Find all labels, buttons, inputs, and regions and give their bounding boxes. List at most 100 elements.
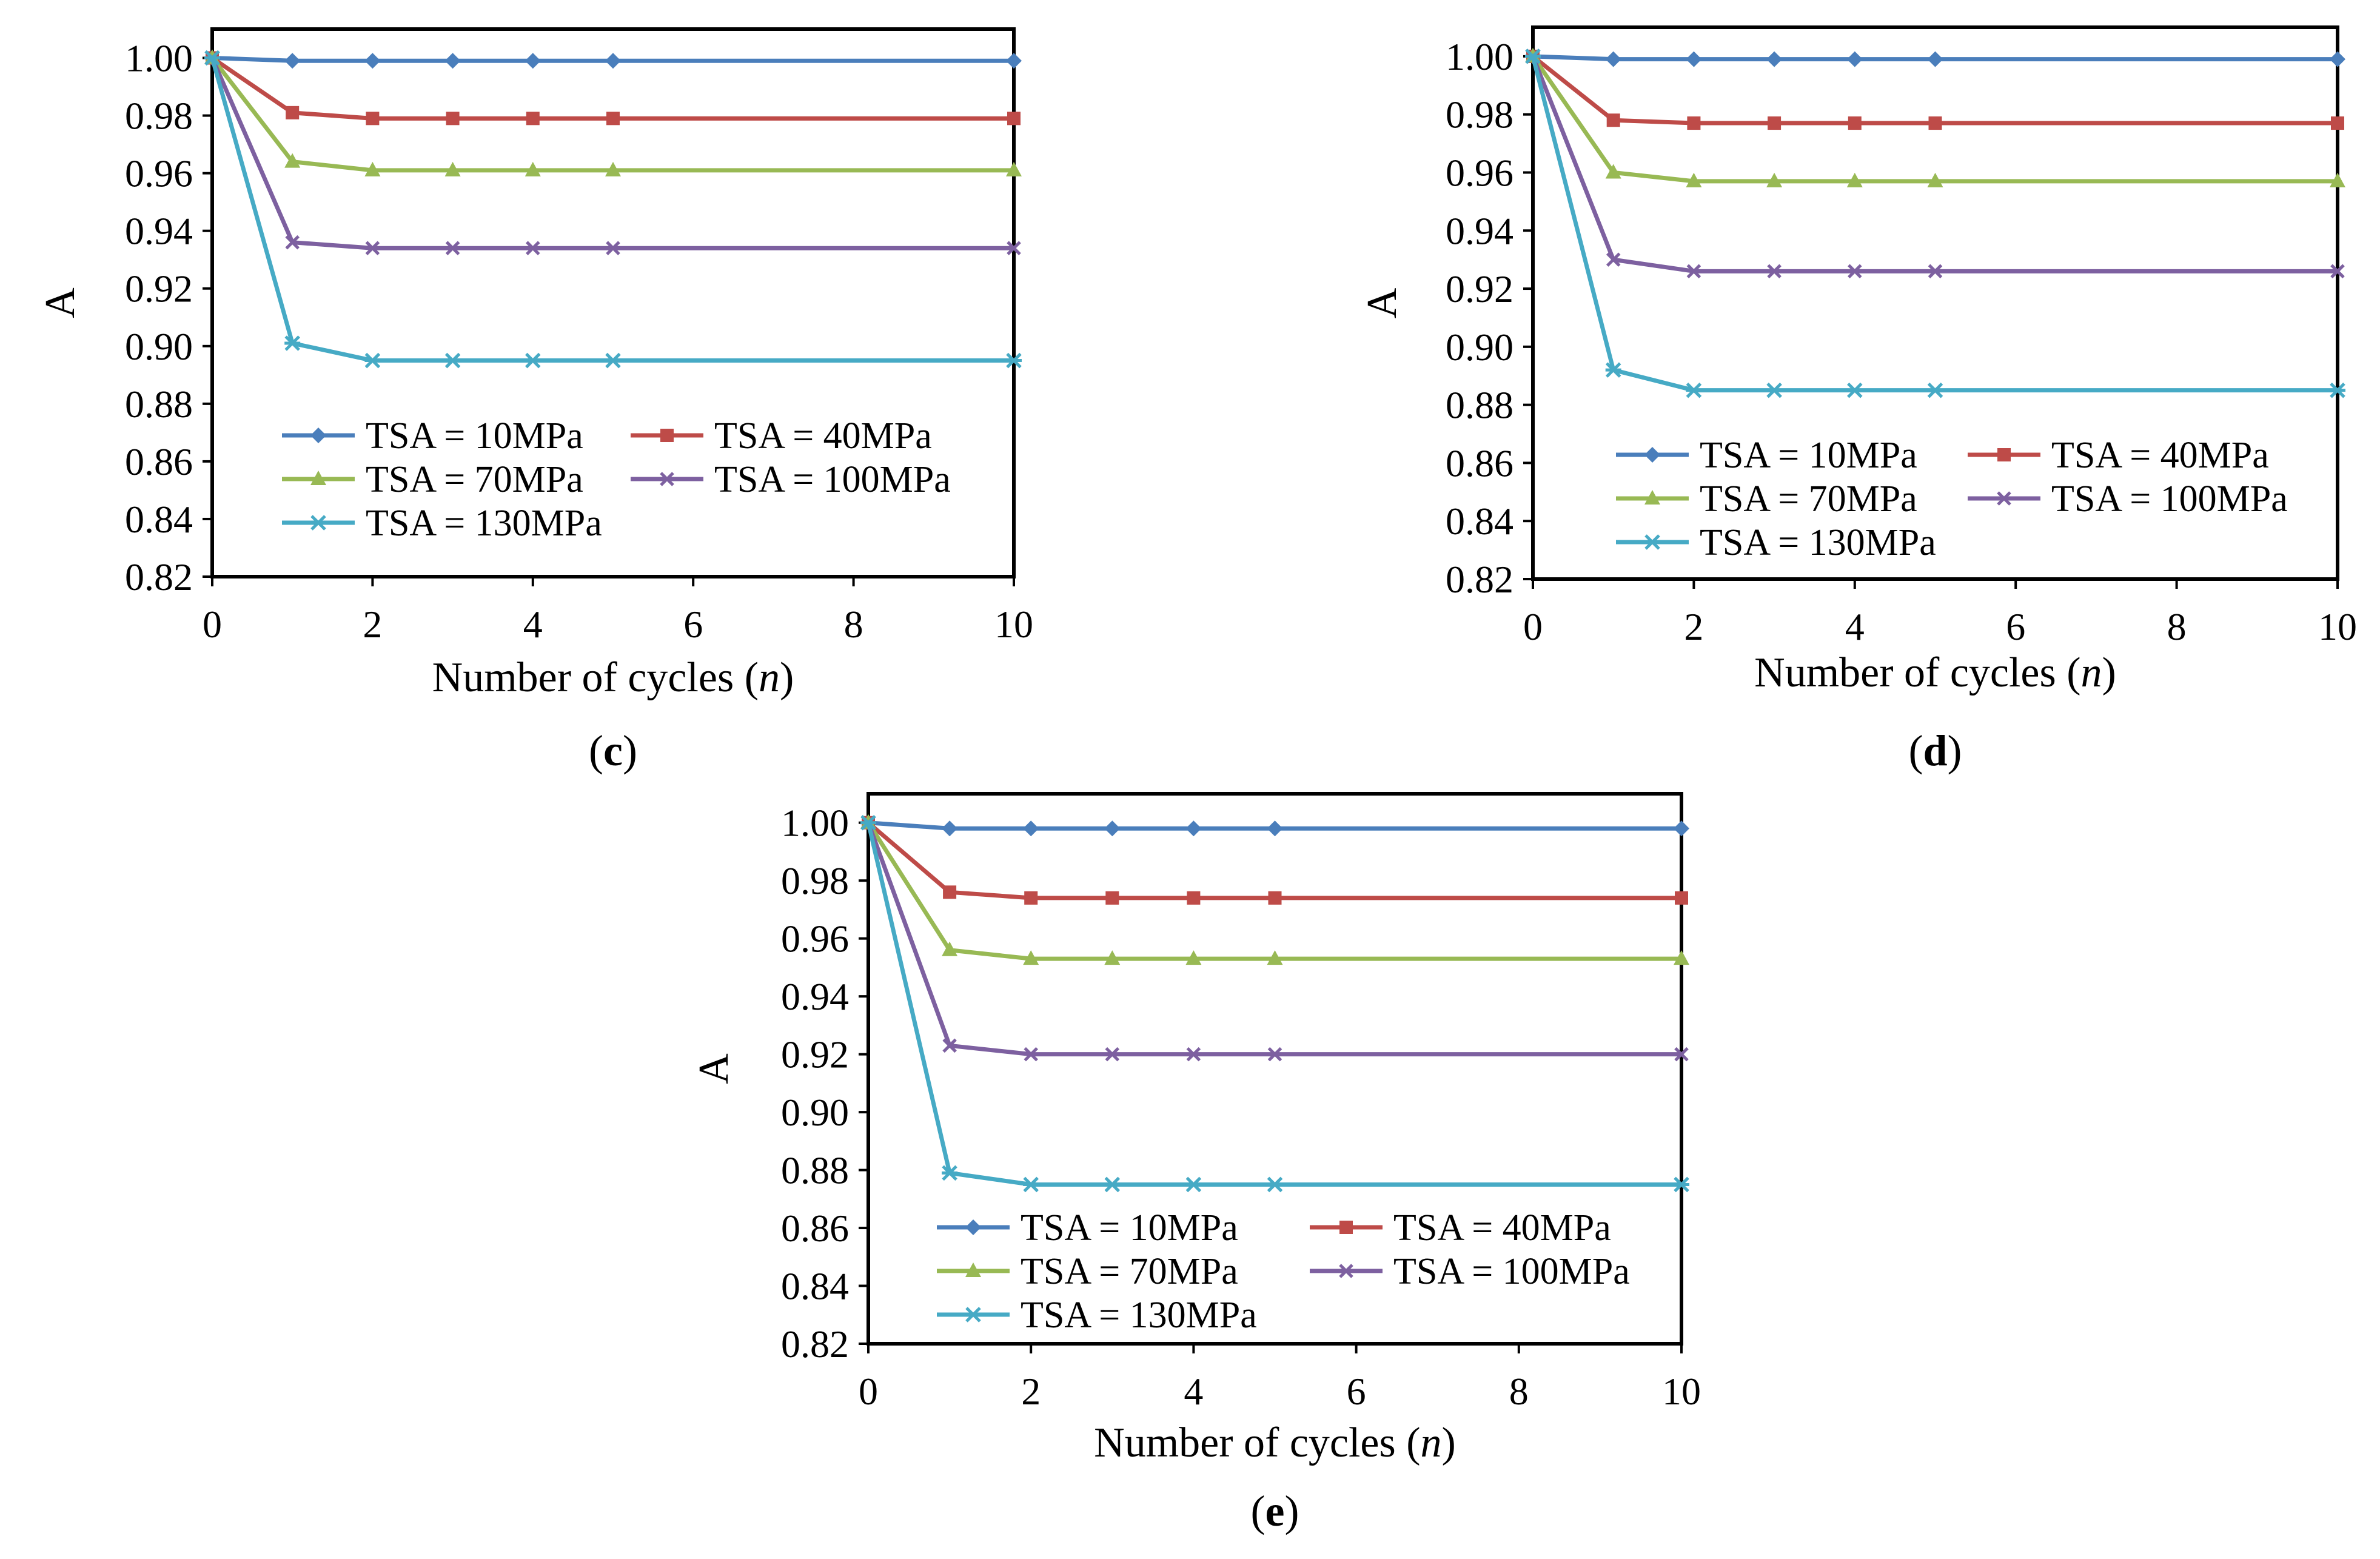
series-line xyxy=(210,57,1014,250)
series-line xyxy=(210,57,1014,363)
data-point xyxy=(606,241,620,255)
y-tick-label: 0.90 xyxy=(125,325,193,368)
legend-item: TSA = 70MPa xyxy=(1616,478,1917,520)
legend-swatch-marker-stroke xyxy=(660,472,674,486)
legend-swatch-marker xyxy=(310,427,326,443)
data-point xyxy=(606,112,620,126)
data-point xyxy=(1687,116,1701,130)
data-point-stroke xyxy=(606,241,620,255)
data-point xyxy=(1766,172,1783,187)
x-axis-title-text: Number of cycles ( xyxy=(1094,1420,1420,1466)
data-point xyxy=(525,352,541,369)
y-tick-label: 1.00 xyxy=(125,37,193,80)
y-tick-label: 0.86 xyxy=(1446,441,1513,484)
data-point xyxy=(2330,172,2345,187)
x-axis-title-paren: ) xyxy=(780,654,794,701)
series-tsa-100mpa xyxy=(1526,49,2345,279)
series-tsa-10mpa xyxy=(1525,48,2345,67)
x-tick-label: 10 xyxy=(1662,1370,1701,1413)
data-point xyxy=(1267,1176,1283,1193)
y-tick-label: 0.96 xyxy=(125,152,193,195)
x-axis-title-text: Number of cycles ( xyxy=(1754,649,2080,696)
data-point xyxy=(1267,950,1283,965)
data-point xyxy=(446,112,460,126)
x-tick-label: 0 xyxy=(1523,605,1543,648)
data-point xyxy=(1768,116,1782,130)
data-point xyxy=(2331,116,2344,130)
plot-frame xyxy=(867,792,1683,1346)
data-point-stroke xyxy=(1105,1047,1120,1062)
panel-label: (e) xyxy=(1251,1487,1299,1535)
data-point xyxy=(445,241,460,255)
data-point xyxy=(1686,172,1702,187)
legend-label: TSA = 130MPa xyxy=(366,503,602,544)
legend-label: TSA = 70MPa xyxy=(366,459,583,500)
data-point xyxy=(526,241,540,255)
x-tick-label: 4 xyxy=(1184,1370,1203,1413)
y-tick-label: 0.82 xyxy=(781,1323,849,1366)
y-tick-label: 0.84 xyxy=(125,498,193,541)
data-point xyxy=(364,352,381,369)
x-axis-title-paren: ) xyxy=(1442,1420,1456,1466)
data-point xyxy=(1928,264,1943,279)
data-point xyxy=(1185,950,1202,965)
data-point xyxy=(1105,891,1119,905)
y-tick-label: 0.98 xyxy=(781,859,849,902)
data-point xyxy=(1006,352,1022,369)
data-point xyxy=(1268,891,1282,905)
panel-label-close: ) xyxy=(1948,726,1962,775)
y-tick-label: 0.94 xyxy=(125,210,193,253)
legend-item: TSA = 130MPa xyxy=(282,503,602,544)
data-point xyxy=(2330,264,2345,279)
y-tick-label: 0.96 xyxy=(781,917,849,961)
legend-label: TSA = 100MPa xyxy=(2051,478,2288,520)
panel-label-close: ) xyxy=(623,726,637,775)
data-point-stroke xyxy=(285,235,300,250)
x-axis-title-var: n xyxy=(2081,649,2102,696)
data-point xyxy=(942,941,958,956)
y-tick-label: 0.86 xyxy=(125,440,193,483)
data-point xyxy=(364,53,381,69)
legend-swatch-marker xyxy=(1339,1264,1353,1278)
data-point-stroke xyxy=(365,241,380,255)
legend-swatch-marker xyxy=(310,515,326,531)
plot-frame xyxy=(1531,25,2339,581)
plot-frame xyxy=(210,27,1016,578)
legend-swatch-marker xyxy=(1644,534,1660,550)
legend-item: TSA = 130MPa xyxy=(1616,522,1936,563)
data-point xyxy=(605,53,621,69)
legend-label: TSA = 10MPa xyxy=(1021,1207,1238,1249)
data-point xyxy=(525,53,541,69)
data-point xyxy=(1674,820,1689,837)
data-point xyxy=(1846,172,1863,187)
y-tick-label: 1.00 xyxy=(781,802,849,845)
legend-item: TSA = 70MPa xyxy=(282,459,583,500)
data-point xyxy=(525,161,541,176)
x-tick-label: 8 xyxy=(2167,605,2187,648)
y-tick-label: 0.92 xyxy=(781,1033,849,1076)
y-axis-title: A xyxy=(1359,287,1406,318)
x-tick-label: 10 xyxy=(994,603,1033,646)
data-point xyxy=(1023,950,1039,965)
x-tick-label: 0 xyxy=(203,603,222,646)
series-tsa-10mpa xyxy=(860,814,1689,837)
legend-item: TSA = 10MPa xyxy=(282,415,583,457)
y-tick-label: 0.82 xyxy=(125,555,193,598)
data-point xyxy=(1675,891,1688,905)
data-point xyxy=(1928,116,1942,130)
data-point xyxy=(1185,1176,1202,1193)
panel-label-open: ( xyxy=(589,726,603,775)
series-line xyxy=(1530,55,2338,273)
legend-swatch-marker xyxy=(965,1219,981,1235)
chart-panel-d: 0.82 0.84 0.86 0.88 0.90 0.92 0.94 0.96 0.98 1.00… xyxy=(1359,25,2357,775)
data-point xyxy=(1766,382,1783,398)
legend-swatch-marker xyxy=(660,429,674,442)
chart-panel-c: 0.82 0.84 0.86 0.88 0.90 0.92 0.94 0.96 0.98 1.00… xyxy=(37,27,1033,775)
data-point xyxy=(1686,382,1702,398)
data-point xyxy=(284,53,301,69)
data-point xyxy=(1023,1176,1039,1193)
data-point-stroke xyxy=(1848,264,1862,279)
legend-label: TSA = 40MPa xyxy=(2051,435,2269,476)
